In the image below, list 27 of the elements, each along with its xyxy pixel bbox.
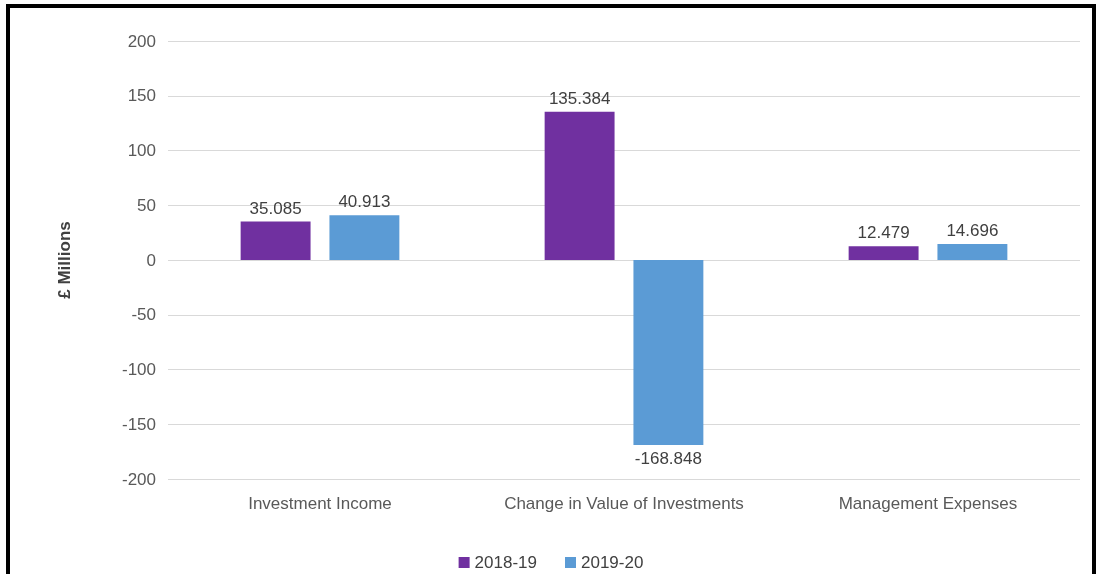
y-tick-label: 150 bbox=[127, 86, 156, 106]
bar bbox=[848, 246, 919, 260]
data-label: -168.848 bbox=[634, 448, 702, 468]
y-axis-title: £ Millions bbox=[55, 221, 74, 299]
data-label: 135.384 bbox=[548, 88, 611, 108]
bar bbox=[544, 111, 615, 260]
y-tick-label: 200 bbox=[127, 31, 156, 51]
y-tick-label: 0 bbox=[146, 250, 156, 270]
bar bbox=[240, 221, 311, 260]
y-tick-label: 50 bbox=[137, 195, 156, 215]
x-tick-label: Management Expenses bbox=[838, 494, 1018, 513]
y-tick-label: -200 bbox=[121, 469, 156, 489]
bar bbox=[633, 260, 704, 445]
data-label: 12.479 bbox=[857, 223, 910, 243]
bar bbox=[329, 215, 400, 260]
x-tick-label: Investment Income bbox=[248, 494, 392, 513]
y-tick-label: 100 bbox=[127, 141, 156, 160]
legend-label: 2019-20 bbox=[581, 553, 644, 572]
x-tick-label: Change in Value of Investments bbox=[504, 494, 744, 513]
y-tick-label: -150 bbox=[121, 414, 156, 434]
bar bbox=[937, 243, 1008, 260]
data-label: 14.696 bbox=[946, 220, 999, 240]
legend-label: 2018-19 bbox=[474, 553, 537, 572]
data-label: 35.085 bbox=[249, 198, 302, 218]
y-tick-label: -100 bbox=[121, 360, 156, 379]
y-tick-label: -50 bbox=[131, 305, 156, 325]
data-label: 40.913 bbox=[338, 192, 391, 212]
